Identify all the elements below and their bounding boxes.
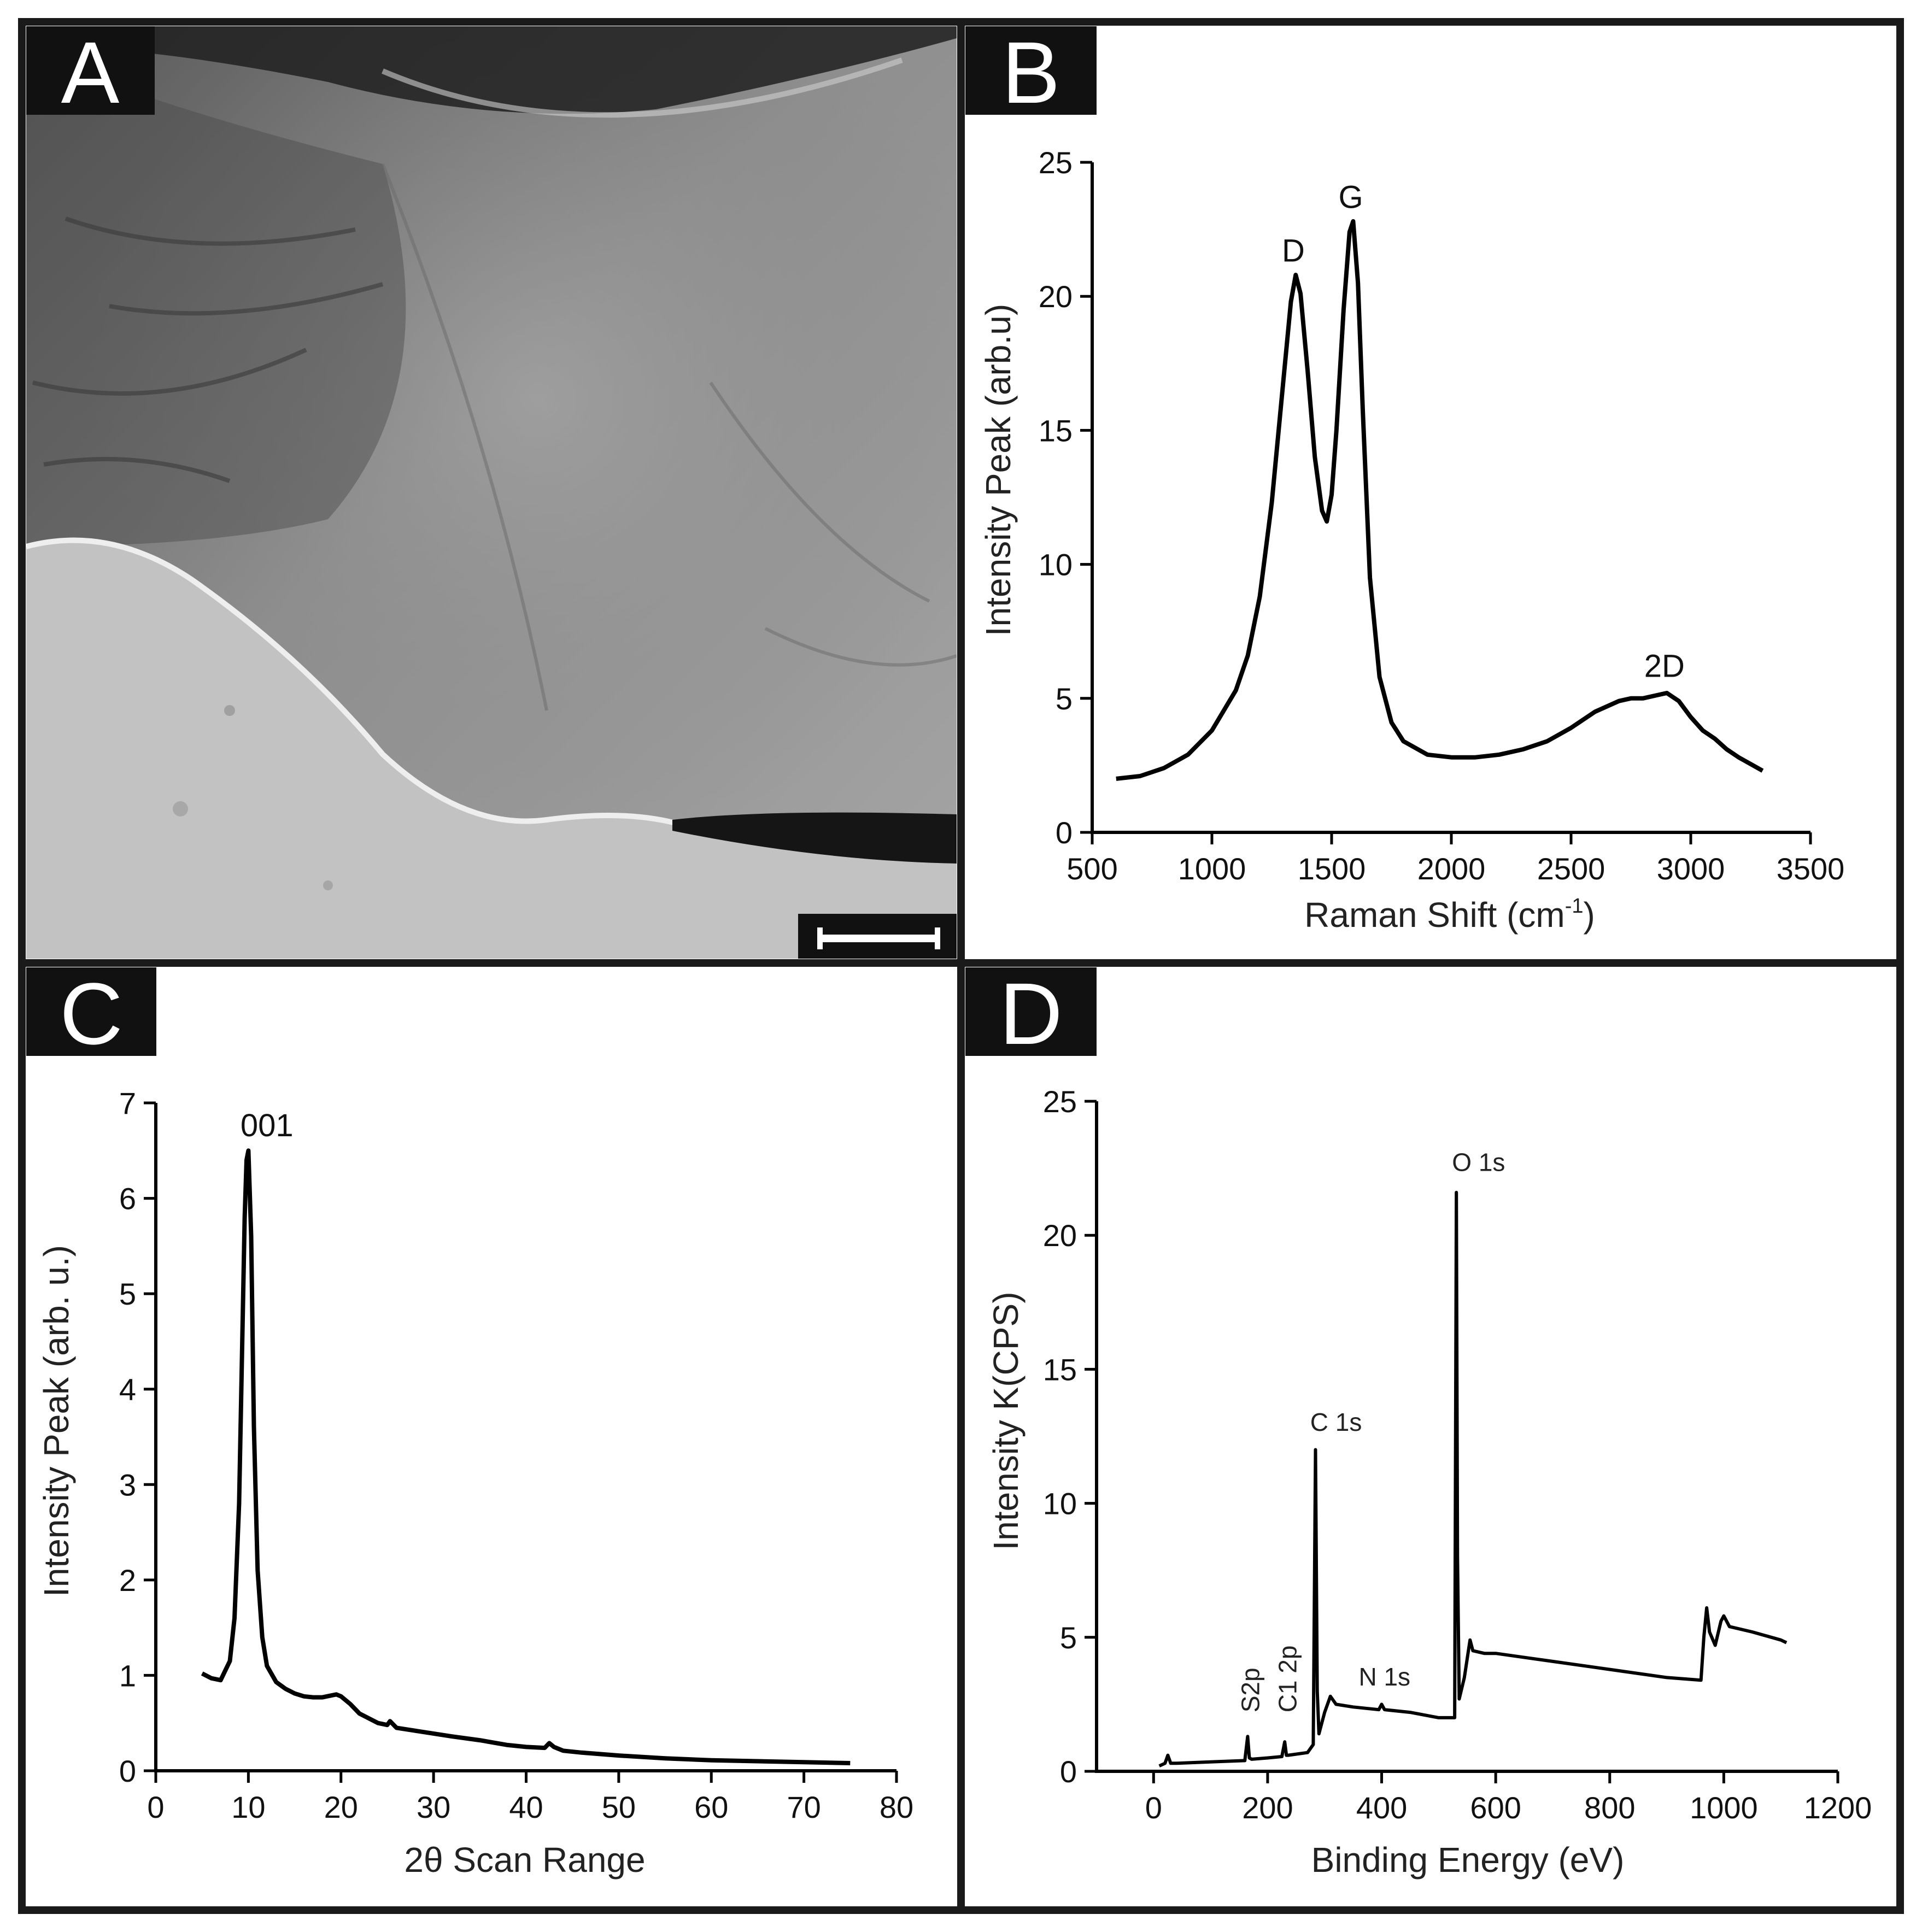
raman-y-tick-label: 0 — [1056, 815, 1073, 850]
raman-y-tick-label: 15 — [1039, 413, 1073, 448]
xrd-y-tick-label: 4 — [119, 1372, 136, 1407]
panel-a-letter: A — [61, 24, 120, 121]
xps-peak-label: C 1s — [1310, 1408, 1362, 1436]
panel-d-tag: D — [965, 965, 1097, 1062]
panel-b-raman-chart: B 500 1000 1500 2000 2500 3000 3500 0 5 10 15 20 25 D… — [957, 18, 1904, 967]
raman-series-line — [1116, 219, 1764, 781]
raman-peak-label: G — [1338, 179, 1363, 215]
xrd-y-tick-label: 7 — [119, 1086, 136, 1120]
xrd-y-tick-label: 6 — [119, 1182, 136, 1216]
xrd-x-tick-label: 50 — [602, 1790, 636, 1824]
panel-d-letter: D — [999, 965, 1063, 1062]
raman-y-tick-label: 20 — [1039, 279, 1073, 314]
raman-peak-label: 2D — [1644, 649, 1685, 684]
raman-y-tick-label: 25 — [1039, 145, 1073, 180]
xrd-y-tick-label: 0 — [119, 1754, 136, 1788]
panel-b-tag: B — [965, 24, 1097, 121]
xps-x-tick-label: 400 — [1356, 1790, 1407, 1825]
xps-peak-label: C1 2p — [1273, 1646, 1302, 1713]
xps-peak-label: O 1s — [1452, 1148, 1505, 1177]
xrd-peak-label: 001 — [241, 1108, 294, 1143]
xps-y-tick-label: 20 — [1043, 1218, 1077, 1253]
panel-c-letter: C — [60, 965, 123, 1062]
raman-x-tick-label: 1000 — [1178, 852, 1246, 886]
xrd-y-tick-label: 1 — [119, 1658, 136, 1693]
panel-b-letter: B — [1002, 24, 1060, 121]
xrd-x-tick-label: 80 — [880, 1790, 913, 1824]
xps-x-tick-label: 1200 — [1804, 1790, 1872, 1825]
xps-x-tick-label: 800 — [1584, 1790, 1635, 1825]
raman-y-axis-title: Intensity Peak (arb.u) — [978, 304, 1018, 636]
xrd-x-tick-label: 20 — [324, 1790, 358, 1824]
xps-y-axis-title: Intensity K(CPS) — [986, 1291, 1026, 1550]
xps-plot-area: 0 200 400 600 800 1000 1200 0 5 10 15 20 25 O 1s C 1s N… — [1043, 1084, 1872, 1825]
xps-x-tick-label: 200 — [1242, 1790, 1293, 1825]
xps-peak-label: S2p — [1237, 1667, 1265, 1712]
raman-x-axis-title: Raman Shift (cm-1) — [1304, 895, 1595, 935]
raman-x-tick-label: 500 — [1067, 852, 1117, 886]
xps-x-tick-label: 1000 — [1690, 1790, 1758, 1825]
panel-a-micrograph: A — [18, 18, 965, 967]
xrd-x-tick-label: 30 — [417, 1790, 450, 1824]
xps-x-tick-label: 0 — [1145, 1790, 1162, 1825]
xrd-x-tick-label: 10 — [231, 1790, 265, 1824]
xrd-x-tick-label: 40 — [509, 1790, 543, 1824]
panel-d-xps-chart: D 0 200 400 600 800 1000 1200 0 5 10 15 20 25 O 1s C 1… — [957, 959, 1904, 1914]
xrd-x-tick-label: 70 — [787, 1790, 821, 1824]
xps-y-tick-label: 15 — [1043, 1352, 1077, 1387]
xps-peak-label: N 1s — [1358, 1663, 1410, 1691]
xps-y-tick-label: 5 — [1060, 1620, 1077, 1655]
xrd-y-tick-label: 5 — [119, 1277, 136, 1311]
xps-y-tick-label: 10 — [1043, 1487, 1077, 1521]
raman-y-tick-label: 5 — [1056, 682, 1073, 716]
tem-image — [26, 26, 957, 959]
xrd-plot-area: 0 10 20 30 40 50 60 70 80 0 1 2 3 4 5 6 7 001 — [119, 1086, 913, 1824]
panel-c-xrd-chart: C 0 10 20 30 40 50 60 70 80 0 1 2 3 4 5 6 7 001 2θ Scan R… — [18, 959, 965, 1914]
raman-plot-area: 500 1000 1500 2000 2500 3000 3500 0 5 10 15 20 25 DG 2… — [1039, 145, 1845, 886]
xrd-x-axis-title: 2θ Scan Range — [404, 1840, 645, 1880]
raman-x-tick-label: 3000 — [1657, 852, 1725, 886]
raman-x-tick-label: 2500 — [1537, 852, 1605, 886]
xps-x-tick-label: 600 — [1470, 1790, 1521, 1825]
scale-bar — [798, 914, 957, 959]
xps-y-tick-label: 25 — [1043, 1084, 1077, 1119]
raman-x-tick-label: 2000 — [1417, 852, 1486, 886]
raman-peak-label: D — [1282, 233, 1305, 268]
raman-x-tick-label: 1500 — [1298, 852, 1366, 886]
raman-y-tick-label: 10 — [1039, 548, 1073, 582]
xrd-x-tick-label: 0 — [147, 1790, 164, 1824]
xrd-x-tick-label: 60 — [694, 1790, 728, 1824]
panel-c-tag: C — [26, 965, 156, 1062]
xrd-series-line — [201, 1148, 851, 1765]
panel-a-tag: A — [26, 24, 155, 121]
xrd-y-axis-title: Intensity Peak (arb. u.) — [37, 1245, 76, 1597]
xps-y-tick-label: 0 — [1060, 1754, 1077, 1789]
xrd-y-tick-label: 2 — [119, 1563, 136, 1598]
xrd-y-tick-label: 3 — [119, 1467, 136, 1502]
raman-x-tick-label: 3500 — [1777, 852, 1845, 886]
xps-x-axis-title: Binding Energy (eV) — [1311, 1840, 1625, 1880]
xps-series-line — [1158, 1190, 1788, 1767]
